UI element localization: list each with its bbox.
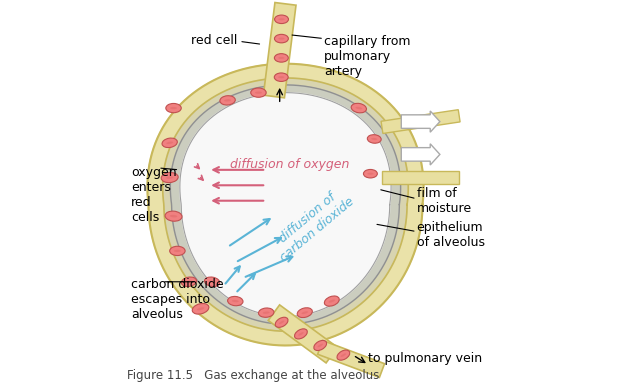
Polygon shape [318,340,384,378]
FancyArrow shape [401,144,440,165]
Ellipse shape [161,173,178,183]
Ellipse shape [224,99,231,102]
Polygon shape [171,85,401,324]
Ellipse shape [274,54,288,62]
Ellipse shape [166,142,173,144]
Text: diffusion of oxygen: diffusion of oxygen [229,157,349,171]
Ellipse shape [278,18,284,20]
Ellipse shape [274,15,289,24]
Ellipse shape [197,307,204,310]
Text: red cell: red cell [191,34,238,47]
Ellipse shape [278,37,284,40]
Ellipse shape [220,96,235,105]
Ellipse shape [255,91,262,94]
Ellipse shape [170,107,177,109]
Ellipse shape [364,169,378,178]
Ellipse shape [298,332,304,336]
Text: Figure 11.5   Gas exchange at the alveolus: Figure 11.5 Gas exchange at the alveolus [127,369,379,382]
Ellipse shape [275,317,288,327]
Ellipse shape [204,277,220,286]
Ellipse shape [356,107,362,109]
Ellipse shape [169,246,185,256]
Text: diffusion of
carbon dioxide: diffusion of carbon dioxide [268,183,357,264]
Ellipse shape [318,344,323,347]
Ellipse shape [337,350,350,360]
Text: to pulmonary vein: to pulmonary vein [369,352,482,366]
Ellipse shape [209,281,216,283]
Ellipse shape [166,103,181,113]
Ellipse shape [192,303,209,314]
Text: oxygen
enters
red
cells: oxygen enters red cells [131,166,177,224]
Ellipse shape [162,138,177,147]
Ellipse shape [368,135,381,143]
Ellipse shape [329,300,335,303]
Ellipse shape [274,34,288,43]
Ellipse shape [251,88,266,97]
Ellipse shape [174,250,181,252]
Polygon shape [263,3,296,98]
Text: epithelium
of alveolus: epithelium of alveolus [417,222,485,249]
Ellipse shape [368,173,374,175]
Ellipse shape [279,320,284,324]
Ellipse shape [170,215,177,217]
Ellipse shape [232,300,239,302]
Ellipse shape [259,308,274,317]
Ellipse shape [278,57,284,59]
Text: carbon dioxide
escapes into
alveolus: carbon dioxide escapes into alveolus [131,278,224,321]
Polygon shape [148,64,424,345]
Ellipse shape [314,340,327,350]
Ellipse shape [341,353,346,357]
Polygon shape [162,78,408,331]
Ellipse shape [351,103,366,113]
Ellipse shape [371,138,378,140]
Ellipse shape [166,176,174,179]
Ellipse shape [278,76,284,78]
Text: capillary from
pulmonary
artery: capillary from pulmonary artery [324,35,411,78]
Ellipse shape [181,277,197,286]
Ellipse shape [186,281,192,283]
Polygon shape [268,305,338,363]
Ellipse shape [262,312,269,314]
Polygon shape [381,110,460,134]
Polygon shape [180,93,391,317]
Ellipse shape [298,308,312,318]
Text: film of
moisture: film of moisture [417,187,472,215]
Ellipse shape [301,311,308,314]
Ellipse shape [294,329,308,339]
FancyArrow shape [401,111,440,132]
Ellipse shape [165,211,182,221]
Ellipse shape [274,73,288,81]
Polygon shape [382,171,459,184]
Ellipse shape [324,296,339,306]
Ellipse shape [228,296,243,306]
